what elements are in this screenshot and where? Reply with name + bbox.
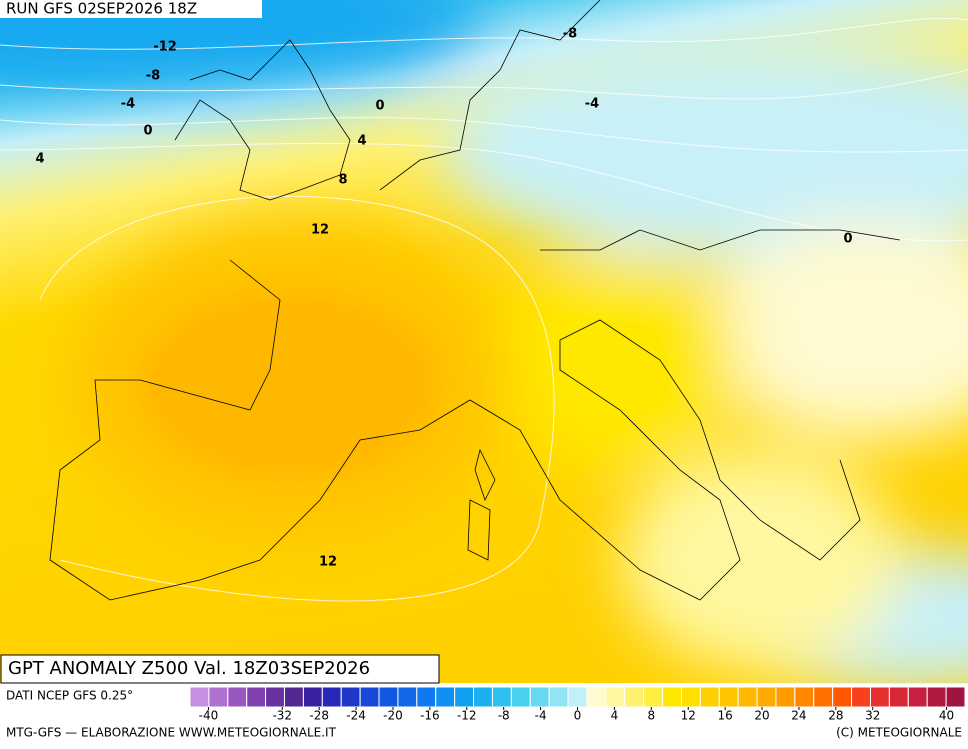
colorbar-tick-label: 16 xyxy=(717,709,732,723)
colorbar-swatch xyxy=(643,686,664,708)
colorbar-swatch xyxy=(510,686,531,708)
contour-label: 8 xyxy=(338,173,347,188)
colorbar-swatch xyxy=(284,686,304,708)
colorbar-swatch xyxy=(227,686,248,708)
contour-label: 4 xyxy=(35,152,44,167)
colorbar-tick-label: 8 xyxy=(647,709,655,723)
contour-label: 0 xyxy=(843,232,852,247)
contour-label: 12 xyxy=(319,555,337,570)
colorbar-swatch xyxy=(359,686,380,708)
colorbar-swatch xyxy=(888,686,909,708)
colorbar-tick-label: -16 xyxy=(420,709,440,723)
contour-label: 0 xyxy=(143,124,152,139)
colorbar-swatch xyxy=(435,686,456,708)
colorbar-swatch xyxy=(473,686,493,708)
colorbar-swatch xyxy=(737,686,758,708)
footer-right: (C) METEOGIORNALE xyxy=(836,726,962,740)
data-source: DATI NCEP GFS 0.25° xyxy=(6,689,133,703)
contour-label: -4 xyxy=(585,97,599,112)
colorbar-swatch xyxy=(699,686,720,708)
colorbar-tick-label: 40 xyxy=(939,709,954,723)
colorbar-swatch xyxy=(454,686,475,708)
colorbar-swatch xyxy=(567,686,588,708)
contour-label: -4 xyxy=(121,97,135,112)
colorbar-swatch xyxy=(397,686,418,708)
colorbar-swatch xyxy=(718,686,739,708)
footer-left: MTG-GFS — ELABORAZIONE WWW.METEOGIORNALE… xyxy=(6,726,337,740)
colorbar-tick-label: 32 xyxy=(865,709,880,723)
colorbar-swatch xyxy=(945,686,966,708)
colorbar-swatch xyxy=(321,686,342,708)
contour-label: 12 xyxy=(311,223,329,238)
colorbar-tick-label: -32 xyxy=(272,709,292,723)
contour-label: -8 xyxy=(146,69,160,84)
contour-labels: -12 -8 -8 -4 0 -4 0 4 4 8 12 0 12 xyxy=(35,27,852,570)
colorbar-swatch xyxy=(605,686,626,708)
colorbar-swatch xyxy=(302,686,323,708)
colorbar-swatch xyxy=(246,686,267,708)
colorbar-swatch xyxy=(907,686,928,708)
colorbar-swatch xyxy=(491,686,512,708)
colorbar-tick-label: 0 xyxy=(574,709,582,723)
colorbar-tick-label: -20 xyxy=(383,709,403,723)
run-label: RUN GFS 02SEP2026 18Z xyxy=(6,0,197,18)
colorbar-swatch xyxy=(775,686,796,708)
colorbar-tick-label: 4 xyxy=(611,709,619,723)
colorbar-tick-label: -4 xyxy=(535,709,547,723)
contour-label: -12 xyxy=(153,40,177,55)
colorbar-swatch xyxy=(869,686,890,708)
colorbar-swatch xyxy=(416,686,437,708)
map-title: GPT ANOMALY Z500 Val. 18Z03SEP2026 xyxy=(8,658,370,679)
contour-label: 0 xyxy=(375,99,384,114)
run-box xyxy=(0,0,262,18)
colorbar-tick-label: 20 xyxy=(754,709,769,723)
colorbar-swatch xyxy=(340,686,361,708)
colorbar-tick-label: -40 xyxy=(199,709,219,723)
colorbar-tick-label: -24 xyxy=(346,709,366,723)
colorbar-swatch xyxy=(529,686,550,708)
contour-label: 4 xyxy=(357,134,366,149)
colorbar-tick-label: -28 xyxy=(309,709,329,723)
colorbar-tick-label: 12 xyxy=(681,709,696,723)
colorbar-tick-label: 24 xyxy=(791,709,806,723)
colorbar-swatch xyxy=(189,686,210,708)
colorbar-swatch xyxy=(756,686,777,708)
colorbar-tick-label: 28 xyxy=(828,709,843,723)
colorbar-swatch xyxy=(813,686,834,708)
colorbar-swatch xyxy=(586,686,607,708)
colorbar-swatch xyxy=(378,686,399,708)
colorbar: -40 -32 -28 -24 -20 -16 -12 -8 -4 0 4 8 12 16 20 24 28 32… xyxy=(189,686,966,723)
colorbar-swatch xyxy=(208,686,229,708)
colorbar-tick-label: -8 xyxy=(498,709,510,723)
colorbar-swatch xyxy=(624,686,645,708)
contour-label: -8 xyxy=(563,27,577,42)
colorbar-swatch xyxy=(794,686,815,708)
map-field xyxy=(0,0,968,690)
colorbar-swatch xyxy=(851,686,871,708)
colorbar-swatch xyxy=(662,686,682,708)
colorbar-swatch xyxy=(265,686,286,708)
colorbar-swatch xyxy=(926,686,947,708)
title-box xyxy=(0,654,440,684)
colorbar-tick-label: -12 xyxy=(457,709,477,723)
colorbar-swatch xyxy=(680,686,701,708)
colorbar-swatch xyxy=(832,686,853,708)
colorbar-swatch xyxy=(548,686,569,708)
